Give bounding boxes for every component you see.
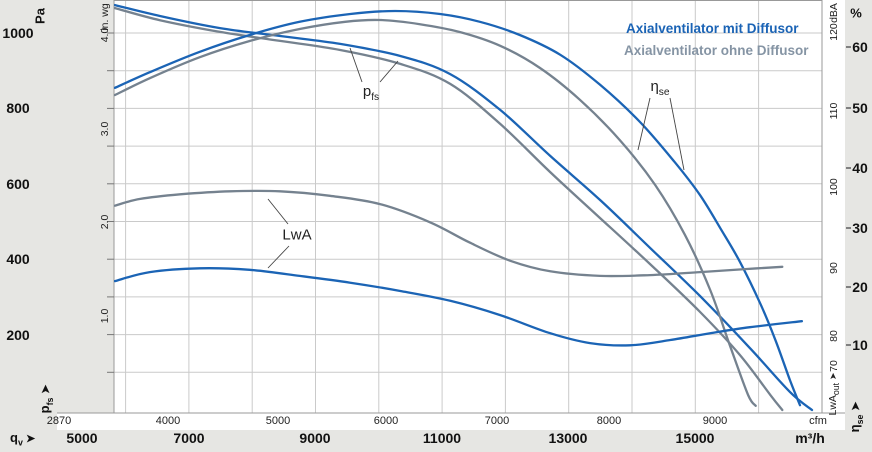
m3h-tick: 13000 <box>548 430 588 446</box>
m3h-tick: 7000 <box>173 430 205 446</box>
pfs-axis-label: pfs ➤ <box>37 384 55 414</box>
eta-curve-label: ηse <box>650 78 670 98</box>
cfm-tick: 8000 <box>596 415 622 427</box>
dba-tick: 110 <box>828 102 840 120</box>
m3h-tick: 9000 <box>299 430 331 446</box>
dba-tick: 100 <box>828 178 840 196</box>
pa-tick: 400 <box>6 251 30 268</box>
pct-axis-unit: % <box>850 5 862 21</box>
curve--se-ohne-diffusor <box>114 18 757 407</box>
pct-tick: 10 <box>852 337 868 353</box>
cfm-tick: 5000 <box>265 415 291 427</box>
pfs-curve-label: pfs <box>362 83 380 103</box>
m3h-tick: 5000 <box>66 430 98 446</box>
inwg-tick: 2.0 <box>99 215 111 230</box>
inwg-tick: 4.0 <box>99 27 111 42</box>
cfm-tick: 6000 <box>373 415 399 427</box>
m3h-tick: 15000 <box>675 430 715 446</box>
dba-tick: 80 <box>828 330 840 342</box>
pct-tick: 60 <box>852 39 868 55</box>
pa-tick: 600 <box>6 175 30 192</box>
etase-axis-label: ηse ➤ <box>847 401 865 433</box>
pa-tick: 200 <box>6 326 30 343</box>
inwg-tick: 1.0 <box>99 308 111 324</box>
lwa-curve-label: LwA <box>282 226 312 244</box>
inwg-tick: 3.0 <box>99 121 111 136</box>
curve-lwa-ohne-diffusor <box>114 189 784 278</box>
curve-lwa-mit-diffusor <box>114 267 804 347</box>
cfm-tick: 7000 <box>484 415 510 427</box>
m3h-axis-unit: m³/h <box>795 430 825 446</box>
pa-tick: 1000 <box>2 25 34 41</box>
dba-tick: 120 <box>828 23 840 41</box>
legend-item-ohne-diffusor: Axialventilator ohne Diffusor <box>624 43 809 58</box>
dba-axis-unit: dBA <box>828 3 840 23</box>
cfm-tick: 9000 <box>702 415 728 427</box>
pct-tick: 50 <box>852 100 868 116</box>
pct-tick: 40 <box>852 160 868 176</box>
pa-tick: 800 <box>6 100 30 117</box>
curve--se-mit-diffusor <box>114 9 802 407</box>
cfm-axis-unit: cfm <box>809 415 827 427</box>
dba-tick: 70 <box>828 360 840 372</box>
pa-axis-unit: Pa <box>32 8 48 24</box>
cfm-tick: 2870 <box>46 415 72 427</box>
m3h-tick: 11000 <box>422 430 462 446</box>
lwaout-axis-label: LwAout ➤ <box>826 372 842 416</box>
cfm-tick: 4000 <box>155 415 181 427</box>
pct-tick: 20 <box>852 279 868 295</box>
qv-axis-label: qv ➤ <box>10 430 36 448</box>
legend-item-mit-diffusor: Axialventilator mit Diffusor <box>626 21 799 36</box>
pct-tick: 30 <box>852 220 868 236</box>
dba-tick: 90 <box>828 262 840 274</box>
